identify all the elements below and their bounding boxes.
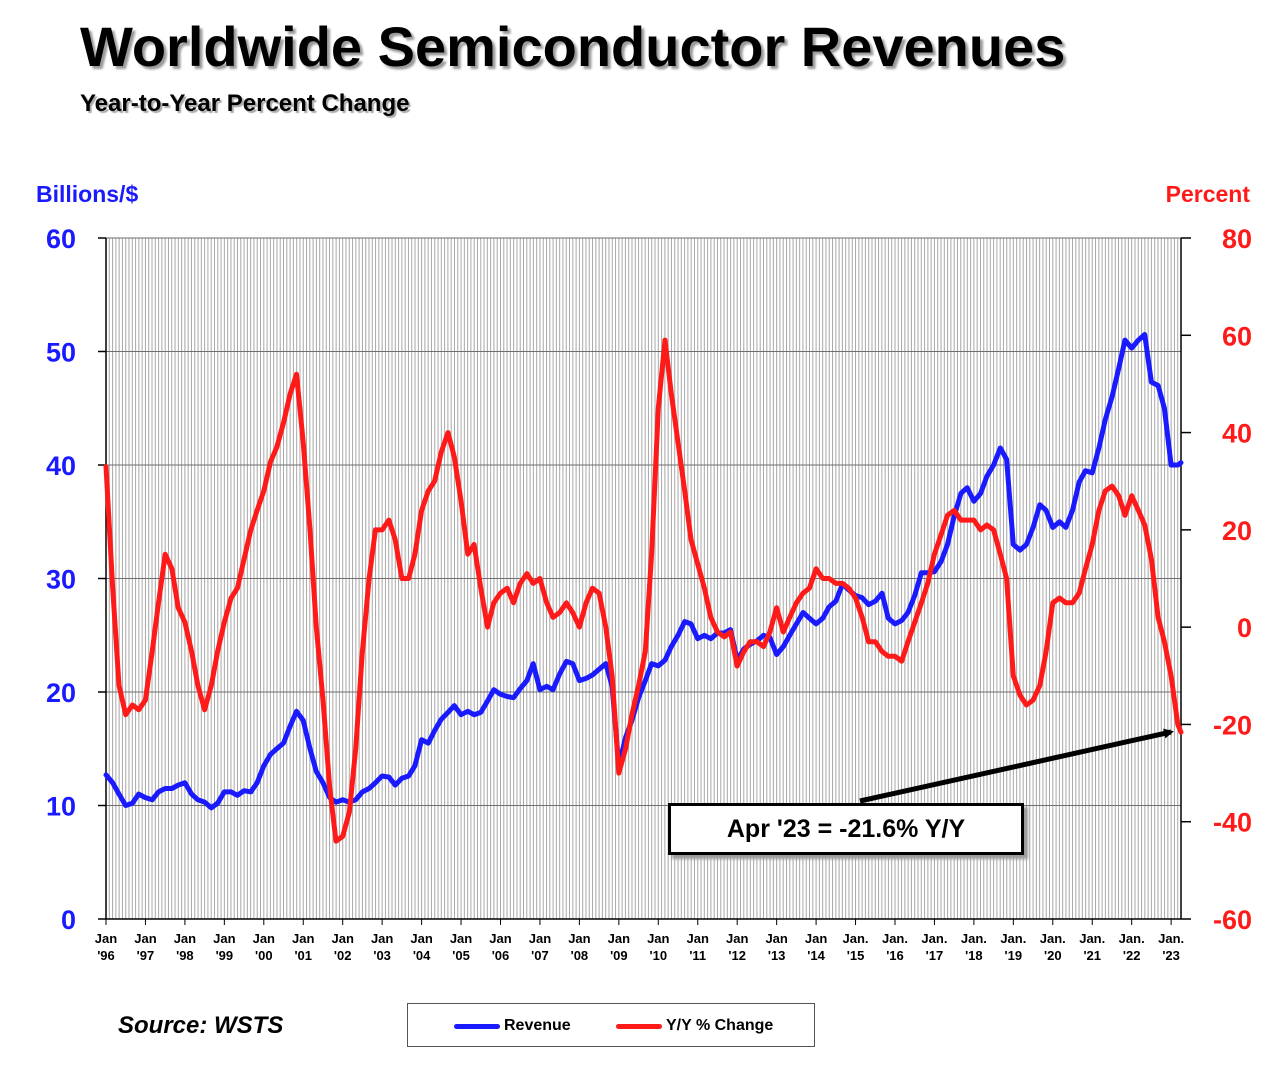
x-tick-label-month: Jan. [921,931,947,946]
x-tick-label-month: Jan [489,931,511,946]
x-tick-label-month: Jan [292,931,314,946]
x-tick-label-year: '01 [294,948,312,963]
x-tick-label-month: Jan [213,931,235,946]
axes-layer [98,237,1191,925]
y-right-axis-label: Percent [1166,181,1251,207]
y-right-tick-label: -20 [1213,710,1252,740]
legend-item-revenue: Revenue [454,1016,571,1036]
x-tick-label-year: '99 [216,948,234,963]
y-left-tick-label: 60 [46,224,76,254]
x-tick-label-month: Jan [608,931,630,946]
x-tick-label-month: Jan. [882,931,908,946]
x-tick-label-month: Jan [805,931,827,946]
x-tick-label-year: '12 [728,948,746,963]
x-tick-label-year: '09 [610,948,628,963]
x-tick-label-month: Jan. [961,931,987,946]
x-tick-label-month: Jan [529,931,551,946]
x-tick-label-month: Jan [568,931,590,946]
legend-item-yoy-change: Y/Y % Change [616,1016,773,1036]
x-tick-label-year: '03 [373,948,391,963]
x-tick-label-year: '14 [807,948,825,963]
x-tick-label-month: Jan [331,931,353,946]
legend-swatch-revenue [454,1023,500,1029]
x-tick-label-month: Jan. [1040,931,1066,946]
x-tick-label-year: '23 [1162,948,1180,963]
series-layer [103,332,1184,844]
x-tick-label-month: Jan. [1000,931,1026,946]
x-tick-label-year: '05 [452,948,470,963]
x-tick-label-month: Jan [95,931,117,946]
y-left-tick-label: 30 [46,565,76,595]
series-line-yoy-change [103,337,1184,844]
x-tick-label-month: Jan. [1079,931,1105,946]
annotation-layer [859,728,1174,804]
x-tick-label-month: Jan [174,931,196,946]
legend-swatch-yoy-change [616,1023,662,1029]
x-tick-label-month: Jan [765,931,787,946]
x-tick-label-year: '06 [492,948,510,963]
x-tick-label-year: '16 [886,948,904,963]
x-tick-label-year: '02 [334,948,352,963]
chart-subtitle: Year-to-Year Percent Change [80,90,410,117]
callout-box: Apr '23 = -21.6% Y/Y [668,803,1024,855]
legend: Revenue Y/Y % Change [407,1003,815,1047]
y-right-tick-label: 20 [1222,516,1252,546]
x-tick-label-year: '17 [926,948,944,963]
x-tick-label-month: Jan. [1119,931,1145,946]
series-line-revenue [103,332,1184,811]
x-tick-label-year: '19 [1005,948,1023,963]
x-tick-label-month: Jan [726,931,748,946]
y-left-axis-label: Billions/$ [36,181,138,207]
source-label: Source: WSTS [118,1012,284,1039]
x-tick-label-month: Jan. [843,931,869,946]
x-tick-label-month: Jan [450,931,472,946]
x-tick-label-month: Jan [371,931,393,946]
x-tick-label-year: '07 [531,948,549,963]
x-tick-label-month: Jan [134,931,156,946]
x-tick-label-year: '97 [137,948,155,963]
x-tick-label-year: '18 [965,948,983,963]
x-tick-label-year: '04 [413,948,431,963]
x-tick-label-month: Jan [647,931,669,946]
x-tick-label-month: Jan [410,931,432,946]
x-tick-label-year: '15 [847,948,865,963]
callout-text: Apr '23 = -21.6% Y/Y [726,814,966,843]
y-right-tick-label: 0 [1237,613,1252,643]
y-right-tick-label: -40 [1213,808,1252,838]
x-tick-label-year: '22 [1123,948,1141,963]
x-tick-label-year: '11 [689,948,706,963]
y-right-tick-label: 80 [1222,224,1252,254]
legend-label-yoy-change: Y/Y % Change [666,1017,774,1034]
x-tick-label-year: '96 [97,948,115,963]
x-tick-label-month: Jan. [1158,931,1184,946]
chart-title: Worldwide Semiconductor Revenues [80,15,1066,78]
x-tick-label-year: '13 [768,948,786,963]
x-tick-label-year: '20 [1044,948,1062,963]
y-left-tick-label: 50 [46,338,76,368]
y-right-tick-label: 60 [1222,321,1252,351]
y-left-tick-label: 40 [46,451,76,481]
callout-arrow [859,728,1174,804]
x-tick-label-year: '08 [571,948,589,963]
x-tick-label-year: '10 [650,948,668,963]
x-tick-label-year: '21 [1083,948,1101,963]
labels-layer: Billions/$ Percent 0 10 20 30 40 50 60 -60 -40 -2… [36,181,1252,963]
y-left-tick-label: 20 [46,678,76,708]
y-right-tick-label: -60 [1213,905,1252,935]
y-right-tick-label: 40 [1222,419,1252,449]
x-tick-label-month: Jan [687,931,709,946]
legend-label-revenue: Revenue [504,1017,571,1034]
x-tick-label-year: '98 [176,948,194,963]
x-tick-label-month: Jan [253,931,275,946]
y-left-tick-label: 10 [46,792,76,822]
y-left-tick-label: 0 [61,905,76,935]
x-tick-label-year: '00 [255,948,273,963]
